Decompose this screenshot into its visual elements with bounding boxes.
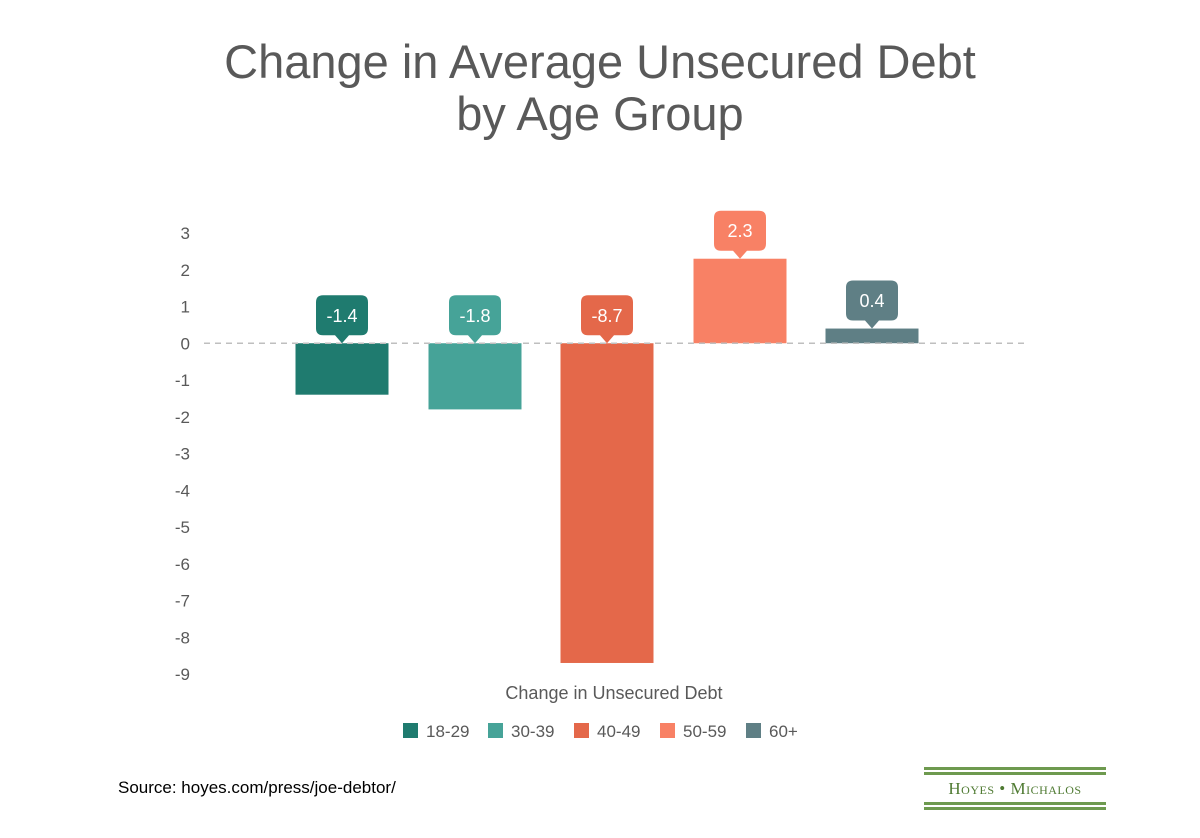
y-tick-label: 0 [181,334,190,353]
legend-label: 60+ [769,722,798,741]
data-label: -1.4 [326,306,357,326]
logo-text: Hoyes • Michalos [948,779,1082,798]
data-label-callout [449,295,501,344]
logo-top-rule-2 [924,772,1106,775]
legend-label: 18-29 [426,722,469,741]
chart-title-line-2: by Age Group [456,87,744,140]
bar-30-39 [428,343,522,410]
legend-swatch-18-29 [403,723,418,738]
data-label: 0.4 [859,291,884,311]
y-tick-label: -9 [175,665,190,684]
y-tick-label: -6 [175,555,190,574]
data-label-callout [316,295,368,344]
source-citation: Source: hoyes.com/press/joe-debtor/ [118,778,396,797]
y-tick-label: -8 [175,628,190,647]
y-tick-label: -1 [175,371,190,390]
x-axis-label: Change in Unsecured Debt [505,683,722,703]
y-tick-label: -4 [175,481,190,500]
chart-title: Change in Average Unsecured Debt by Age … [0,36,1200,140]
data-label: 2.3 [727,221,752,241]
data-label-callout [581,295,633,344]
data-label: -8.7 [591,306,622,326]
logo-bottom-rule [924,802,1106,805]
y-tick-label: -3 [175,445,190,464]
logo-top-rule [924,767,1106,770]
y-tick-label: 3 [181,224,190,243]
data-label-callout [846,280,898,329]
legend-swatch-40-49 [574,723,589,738]
bar-18-29 [295,343,389,395]
bar-60+ [825,328,919,344]
legend-swatch-30-39 [488,723,503,738]
legend-label: 50-59 [683,722,726,741]
y-tick-label: -2 [175,408,190,427]
company-logo: Hoyes • Michalos [924,765,1106,812]
data-label: -1.8 [459,306,490,326]
bar-40-49 [560,343,654,663]
legend-swatch-50-59 [660,723,675,738]
data-label-callout [714,210,766,259]
logo-bottom-rule-2 [924,807,1106,810]
chart-title-line-1: Change in Average Unsecured Debt [224,35,976,88]
y-tick-label: -7 [175,592,190,611]
y-tick-label: 1 [181,298,190,317]
legend-label: 30-39 [511,722,554,741]
legend-swatch-60+ [746,723,761,738]
bar-chart: 3 2 1 0 -1 -2 -3 -4 -5 -6 -7 -8 -9 -1.4 -1.8 -8.7 2.3 0.4… [175,210,1028,741]
y-tick-label: 2 [181,261,190,280]
bar-50-59 [693,258,787,344]
legend-label: 40-49 [597,722,640,741]
y-tick-label: -5 [175,518,190,537]
